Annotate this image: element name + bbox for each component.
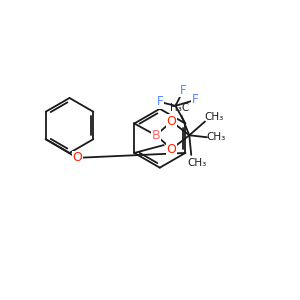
Text: O: O — [72, 152, 82, 164]
Text: F: F — [157, 95, 163, 108]
Text: CH₃: CH₃ — [188, 158, 207, 168]
Text: B: B — [152, 129, 160, 142]
Text: O: O — [167, 115, 176, 128]
Text: CH₃: CH₃ — [204, 112, 224, 122]
Text: F: F — [180, 84, 187, 97]
Text: F: F — [192, 93, 198, 106]
Text: O: O — [167, 142, 176, 155]
Text: CH₃: CH₃ — [206, 132, 225, 142]
Text: H₃C: H₃C — [170, 103, 189, 113]
